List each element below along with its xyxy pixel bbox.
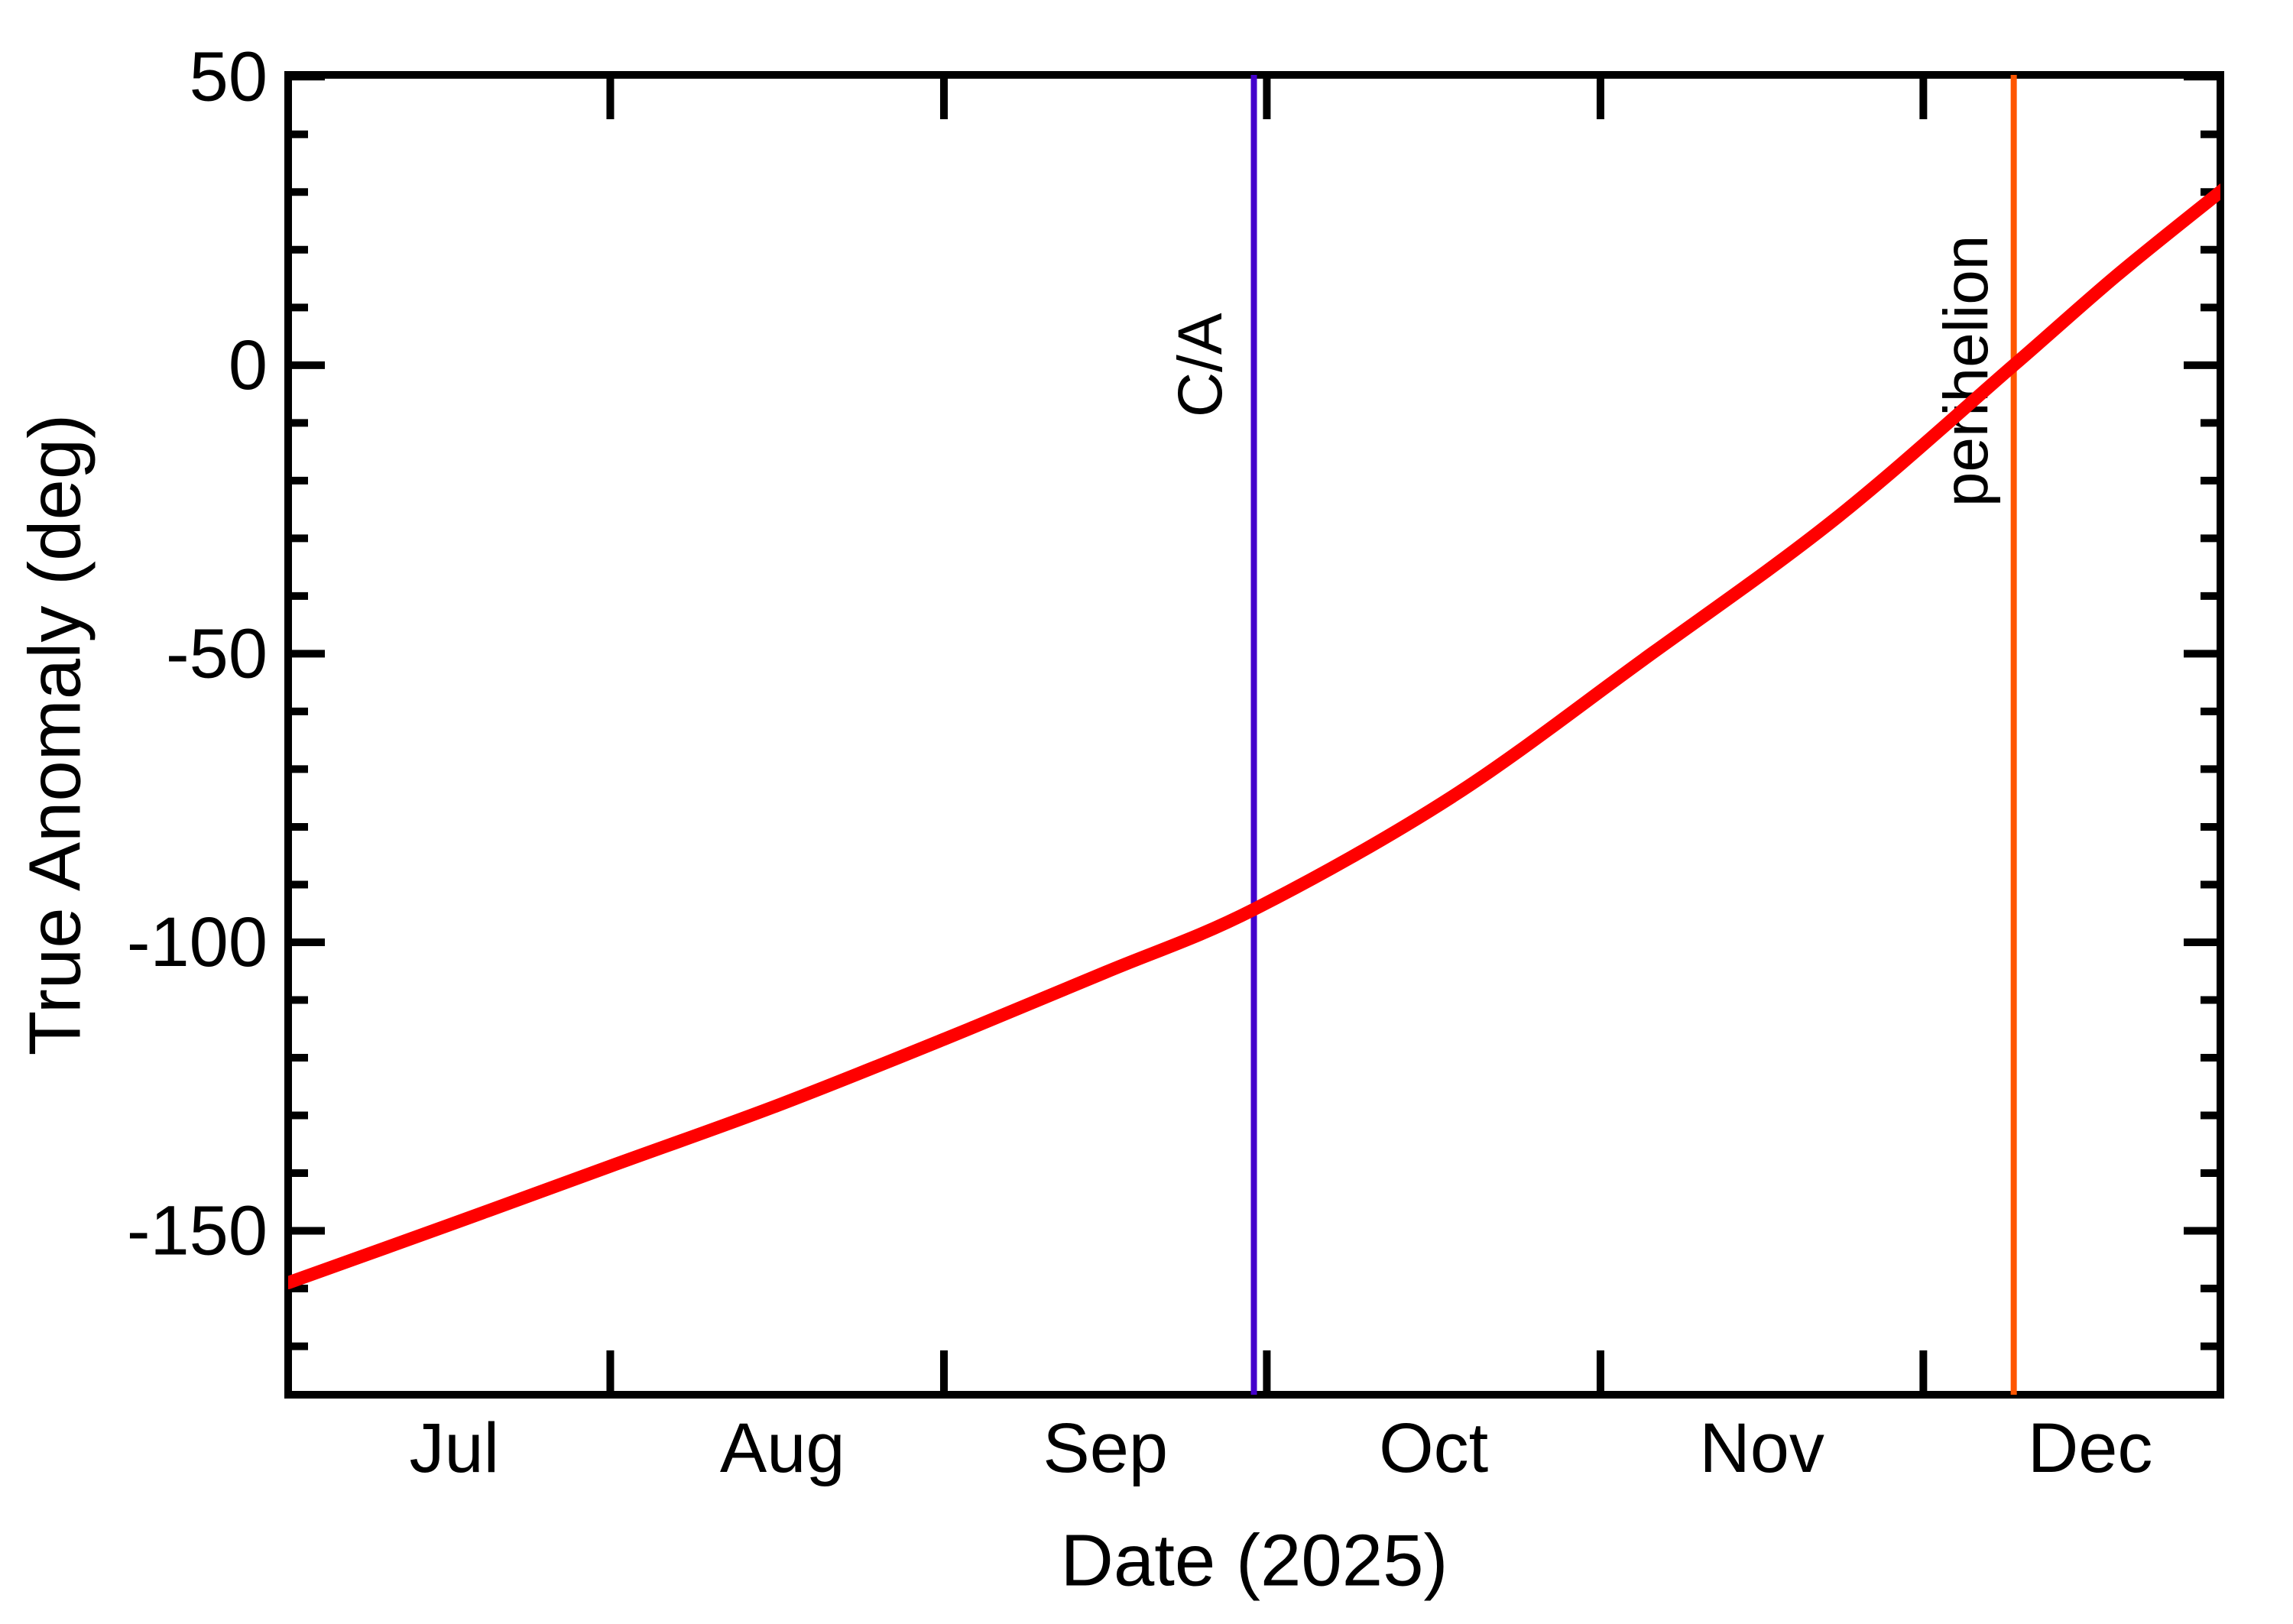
perihelion-label: perihelion xyxy=(1931,235,2001,507)
close-approach-label: C/A xyxy=(1166,313,1235,417)
x-ticks xyxy=(606,75,1928,1395)
y-tick-label: -50 xyxy=(166,614,268,692)
x-tick-labels: Jul Aug Sep Oct Nov Dec xyxy=(409,1409,2152,1487)
y-tick-label: -100 xyxy=(127,903,268,981)
month-label: Oct xyxy=(1379,1409,1488,1487)
y-axis-title: True Anomaly (deg) xyxy=(15,414,96,1055)
y-ticks xyxy=(288,73,2220,1350)
y-tick-label: 0 xyxy=(229,326,268,404)
y-tick-label: -150 xyxy=(127,1192,268,1270)
month-label: Aug xyxy=(720,1409,845,1487)
month-label: Nov xyxy=(1699,1409,1824,1487)
x-axis-title: Date (2025) xyxy=(1061,1520,1448,1602)
y-tick-labels: 50 0 -50 -100 -150 xyxy=(127,37,268,1269)
y-tick-label: 50 xyxy=(190,37,268,115)
true-anomaly-curve xyxy=(288,183,2220,1289)
month-label: Sep xyxy=(1043,1409,1168,1487)
month-label: Jul xyxy=(409,1409,499,1487)
month-label: Dec xyxy=(2028,1409,2153,1487)
